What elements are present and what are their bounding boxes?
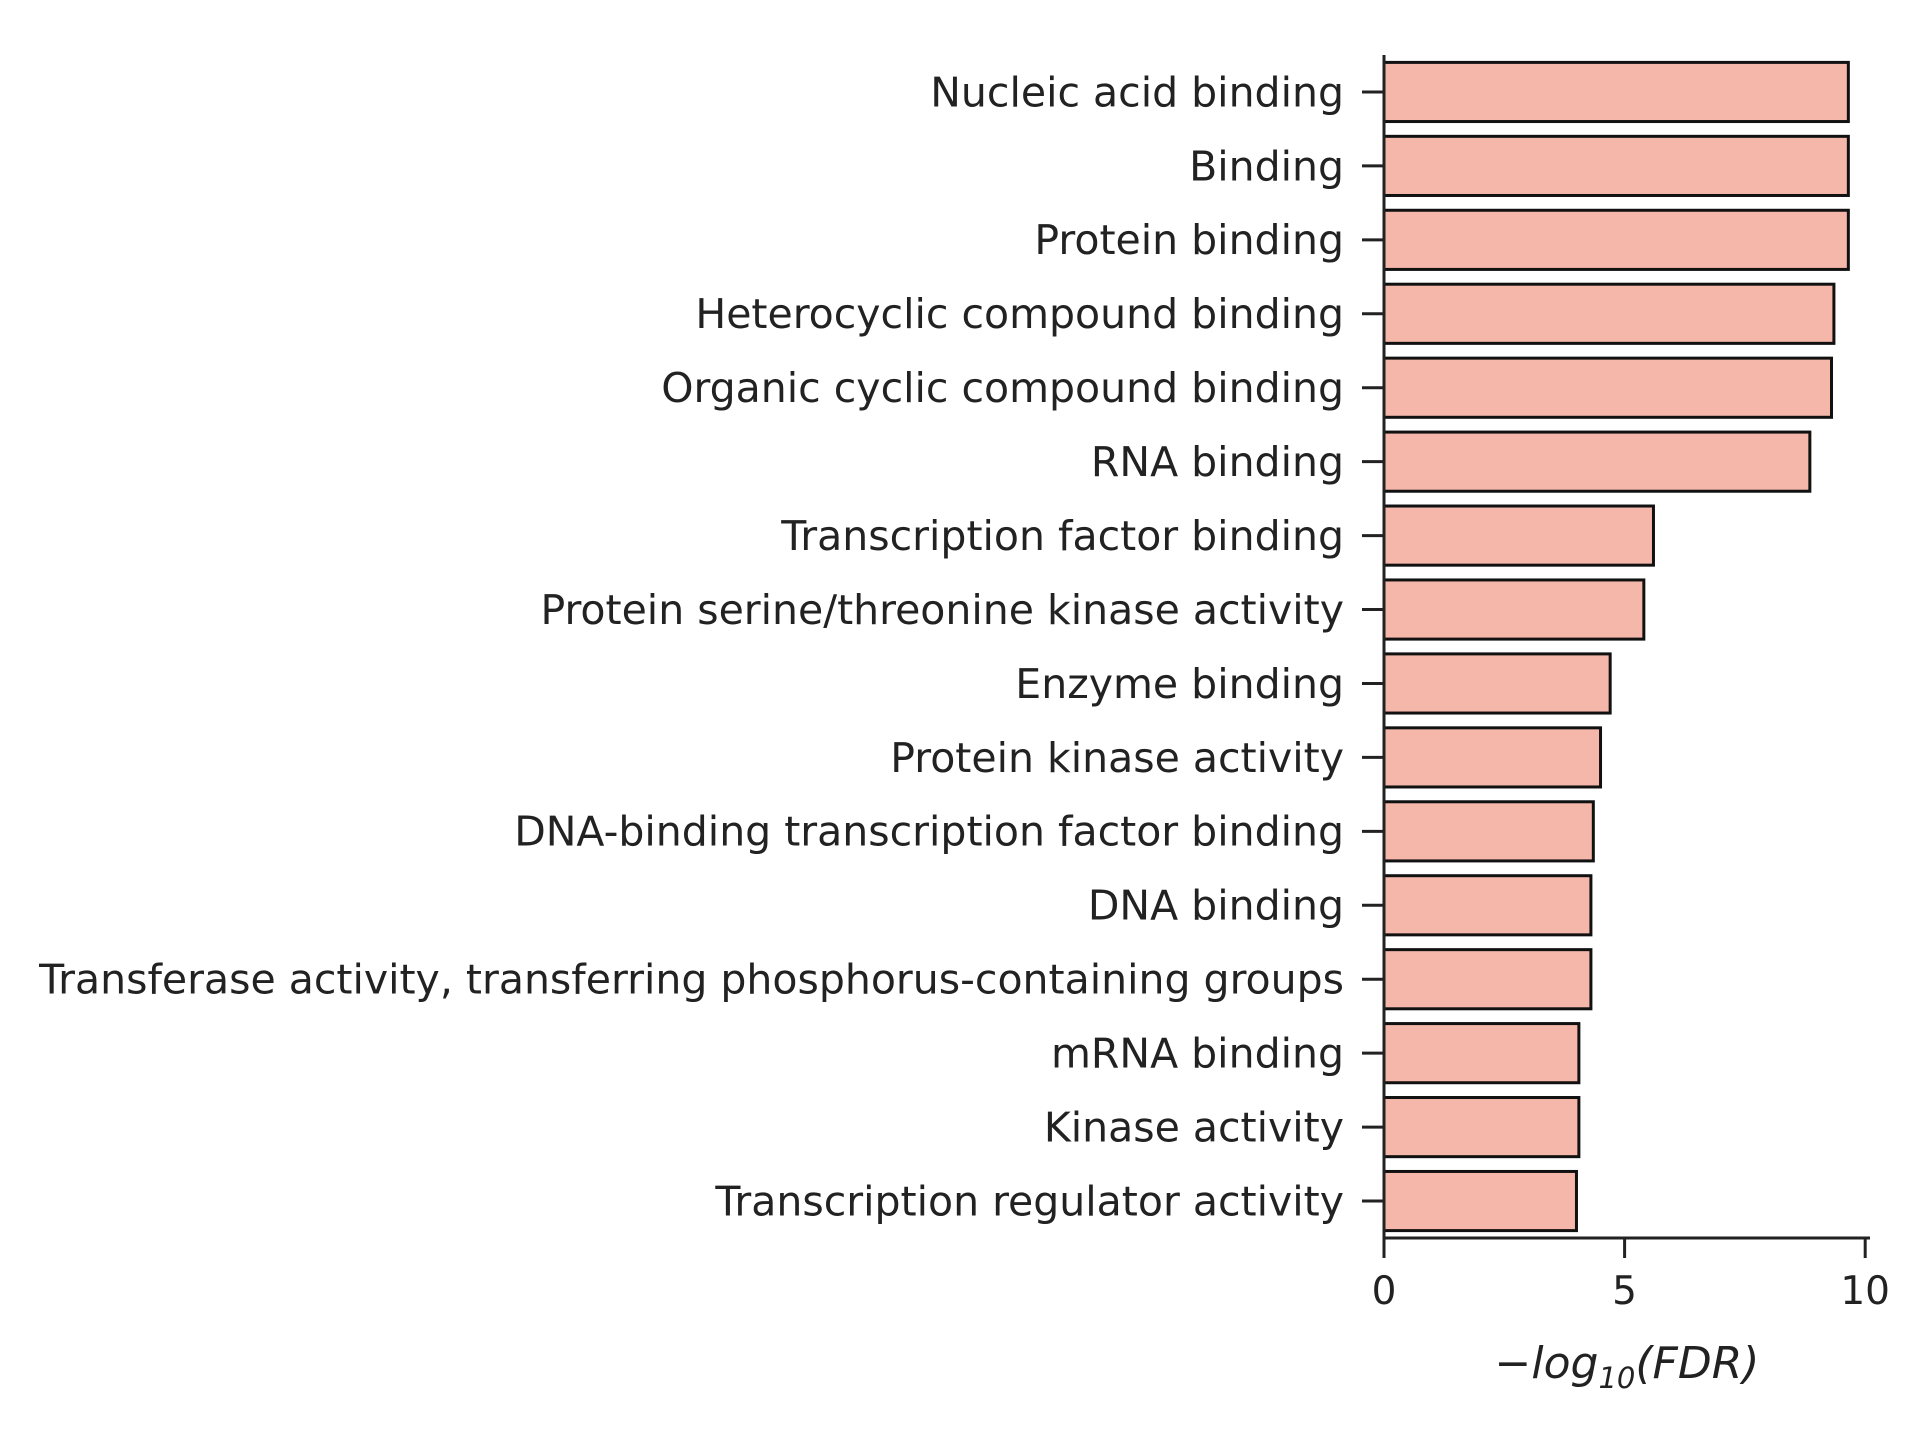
bar	[1382, 726, 1603, 789]
category-label: DNA-binding transcription factor binding	[514, 808, 1344, 856]
category-label: Kinase activity	[1044, 1103, 1344, 1151]
category-label: Enzyme binding	[1015, 660, 1344, 708]
category-label: Protein kinase activity	[890, 734, 1344, 782]
bar	[1382, 1096, 1581, 1159]
category-label: RNA binding	[1091, 438, 1344, 486]
category-label: Protein binding	[1034, 216, 1344, 264]
category-label: Organic cyclic compound binding	[661, 364, 1344, 412]
x-axis-label: −log10(FDR)	[1495, 1338, 1760, 1395]
category-label: Binding	[1189, 142, 1344, 190]
bar	[1382, 282, 1836, 345]
bar	[1382, 504, 1655, 567]
bar	[1382, 652, 1612, 715]
bar	[1382, 948, 1593, 1011]
x-axis-label-prefix: −log	[1495, 1338, 1599, 1389]
bar	[1382, 1022, 1581, 1085]
bar	[1382, 60, 1850, 124]
bar	[1382, 1169, 1578, 1233]
x-tick-label: 10	[1840, 1269, 1890, 1314]
bar	[1382, 874, 1593, 937]
x-axis-label-suffix: (FDR)	[1635, 1338, 1759, 1389]
x-axis-label-subscript: 10	[1598, 1361, 1635, 1395]
category-label: DNA binding	[1088, 882, 1344, 930]
bars-group	[1382, 60, 1850, 1233]
bar	[1382, 578, 1646, 641]
category-label: Transferase activity, transferring phosp…	[38, 956, 1344, 1004]
category-label: Transcription regulator activity	[714, 1177, 1344, 1225]
category-label: Transcription factor binding	[780, 512, 1344, 560]
x-tick-label: 0	[1372, 1269, 1397, 1314]
category-label: Heterocyclic compound binding	[695, 290, 1344, 338]
category-label: Protein serine/threonine kinase activity	[540, 586, 1344, 634]
x-ticks: 0 5 10	[1372, 1238, 1890, 1314]
category-labels: Nucleic acid binding Binding Protein bindi…	[38, 68, 1344, 1225]
x-tick-label: 5	[1612, 1269, 1637, 1314]
category-label: Nucleic acid binding	[930, 68, 1344, 116]
bar	[1382, 800, 1595, 863]
bar	[1382, 356, 1834, 419]
y-ticks	[1362, 90, 1384, 1203]
bar	[1382, 208, 1850, 271]
bar	[1382, 430, 1812, 493]
category-label: mRNA binding	[1051, 1030, 1344, 1078]
bar	[1382, 134, 1850, 197]
